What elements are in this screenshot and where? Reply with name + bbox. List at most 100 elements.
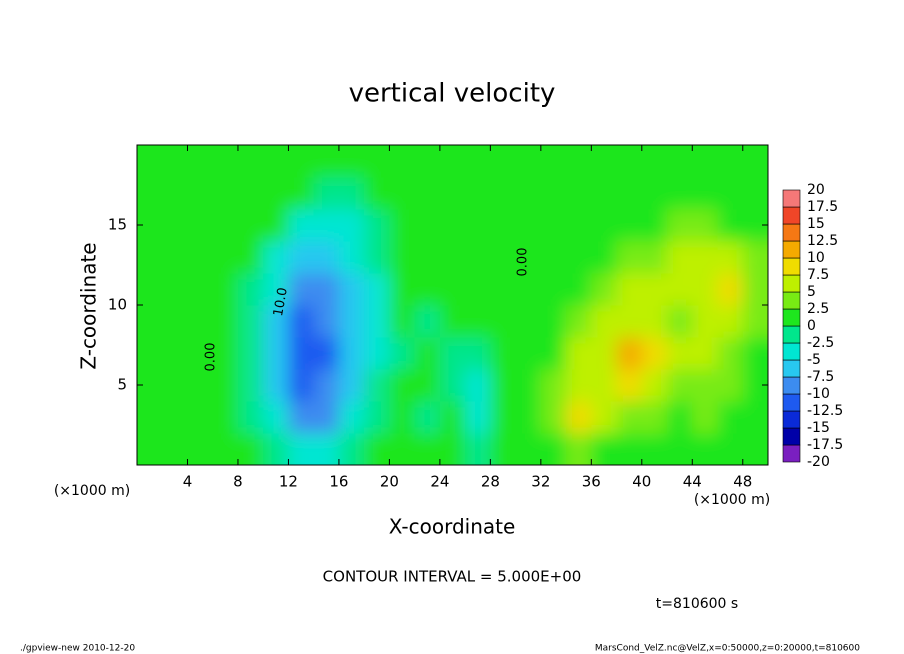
contour-label: 10.0 [271,286,291,317]
colorbar-box [782,189,801,208]
cell [162,145,188,178]
x-unit: (×1000 m) [694,492,770,508]
cell [490,241,517,274]
colorbar-box [782,393,801,412]
cell [162,369,188,402]
cell [717,337,744,370]
cell [288,433,315,465]
cell [212,369,239,402]
contour-interval: CONTOUR INTERVAL = 5.000E+00 [323,568,582,586]
cell [540,369,567,402]
cell [717,401,744,434]
cell [465,337,491,370]
cell [465,209,491,242]
cell [263,305,289,338]
cells [137,145,768,465]
cell [490,401,517,434]
cell [667,145,693,178]
x-tick-label: 28 [481,473,500,491]
cell [263,401,289,434]
colorbar-box [782,223,801,242]
colorbar-box [782,359,801,378]
cell [667,401,693,434]
cell [187,209,214,242]
cell [389,433,416,465]
cell [263,433,289,465]
cell [439,273,466,306]
x-tick-label: 16 [329,473,348,491]
colorbar-box [782,206,801,225]
x-tick-label: 20 [380,473,399,491]
cell [439,369,466,402]
cell [717,273,744,306]
y-tick-label: 5 [117,376,127,394]
cell [515,433,542,465]
cell [364,305,390,338]
cell [212,401,239,434]
cell [439,305,466,338]
cell [616,433,643,465]
cell [389,209,416,242]
cell [212,145,239,178]
cell [717,433,744,465]
colorbar-label: 10 [807,250,825,266]
cell [515,401,542,434]
cell [364,433,390,465]
colorbar-box [782,291,801,310]
cell [566,337,592,370]
cell [364,209,390,242]
cell [616,305,643,338]
time-label: t=810600 s [656,596,738,612]
cell [162,337,188,370]
cell [162,209,188,242]
colorbar-label: -10 [807,386,830,402]
cell [591,305,618,338]
cell [692,433,719,465]
cell [717,209,744,242]
cell [237,241,264,274]
cell [515,337,542,370]
cell [742,305,768,338]
cell [667,433,693,465]
cell [237,177,264,210]
cell [313,369,340,402]
cell [692,369,719,402]
cell [616,273,643,306]
cell [288,241,315,274]
x-tick-label: 24 [430,473,449,491]
cell [263,337,289,370]
cell [490,177,517,210]
cell [414,273,441,306]
cell [540,433,567,465]
cell [667,177,693,210]
colorbar-box [782,410,801,429]
cell [137,145,163,178]
cell [641,145,668,178]
cell [641,273,668,306]
colorbar-box [782,325,801,344]
contour-label: 0.00 [516,248,531,277]
colorbar-label: 7.5 [807,267,829,283]
cell [187,145,214,178]
cell [414,305,441,338]
cell [237,337,264,370]
cell [313,305,340,338]
colorbar-box [782,274,801,293]
cell [515,241,542,274]
cell [742,177,768,210]
cell [364,273,390,306]
cell [465,241,491,274]
cell [591,337,618,370]
cell [641,369,668,402]
cell [137,337,163,370]
cell [162,177,188,210]
footer-right: MarsCond_VelZ.nc@VelZ,x=0:50000,z=0:2000… [595,644,860,654]
cell [263,209,289,242]
colorbar-box [782,308,801,327]
y-tick-label: 15 [108,216,127,234]
colorbar-label: -7.5 [807,369,834,385]
cell [667,337,693,370]
cell [540,337,567,370]
